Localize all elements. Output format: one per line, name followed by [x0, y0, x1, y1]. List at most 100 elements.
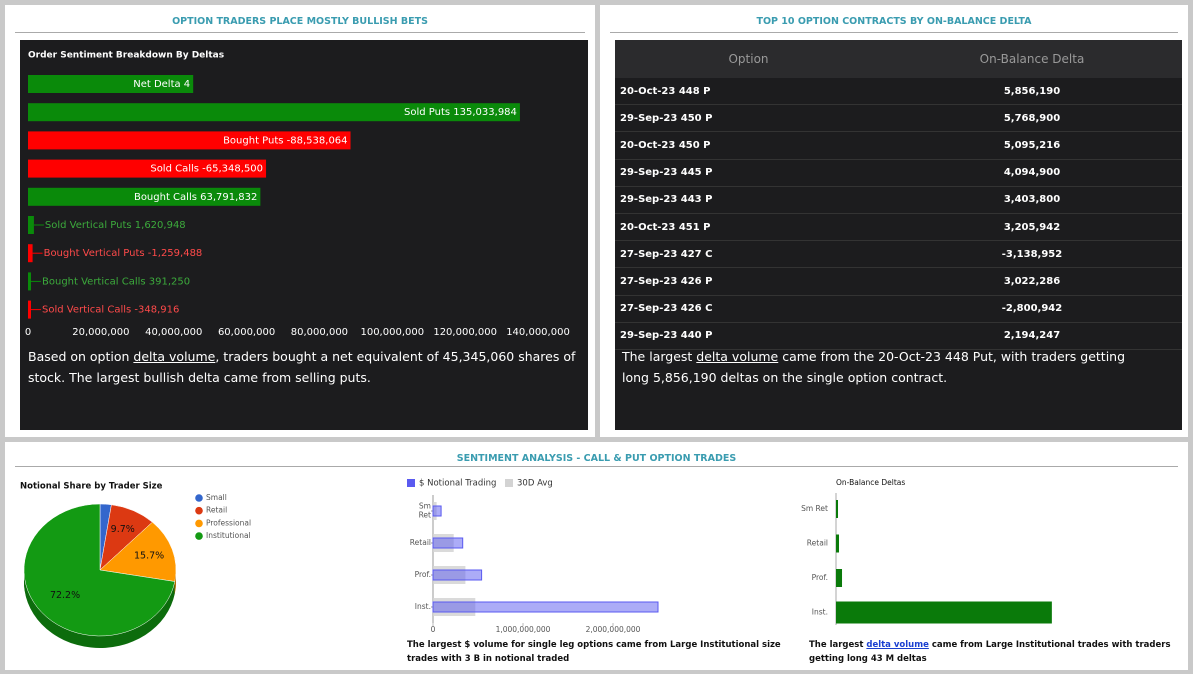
- panel: SENTIMENT ANALYSIS - CALL & PUT OPTION T…: [5, 442, 1188, 670]
- table-row: 20-Oct-23 450 P 5,095,216: [615, 131, 1182, 160]
- bar: [432, 537, 464, 549]
- y-tick-label: Inst.: [415, 602, 431, 611]
- pie-slice: [99, 521, 177, 582]
- table-cell: 27-Sep-23 427 C: [615, 240, 882, 269]
- bar: [28, 187, 261, 206]
- data-label: 72.2%: [50, 590, 80, 601]
- column-header: Option: [615, 40, 882, 78]
- table-cell: 29-Sep-23 450 P: [615, 104, 882, 133]
- table-cell: -3,138,952: [882, 240, 1182, 269]
- data-label: 15.7%: [134, 550, 164, 561]
- legend-label: 30D Avg: [517, 479, 553, 489]
- bar: [28, 103, 520, 122]
- x-tick-label: 140,000,000: [506, 327, 570, 338]
- legend-swatch: [505, 479, 513, 487]
- rule: [15, 32, 585, 33]
- legend-label: Small: [206, 493, 227, 502]
- y-tick-label: Sm Ret: [419, 502, 431, 520]
- bar-label: Bought Vertical Puts -1,259,488: [44, 248, 203, 259]
- bar: [28, 244, 33, 263]
- panel-title: SENTIMENT ANALYSIS - CALL & PUT OPTION T…: [456, 453, 737, 464]
- table-cell: 27-Sep-23 426 C: [615, 295, 882, 323]
- y-tick-label: Inst.: [812, 608, 828, 617]
- table-cell: 3,022,286: [882, 267, 1182, 296]
- legend-swatch: [195, 506, 203, 515]
- y-tick-label: Retail: [807, 539, 828, 548]
- table-cell: 4,094,900: [882, 159, 1182, 187]
- x-tick-label: 20,000,000: [72, 327, 129, 338]
- table-cell: 2,194,247: [882, 322, 1182, 350]
- link[interactable]: delta volume: [696, 349, 779, 364]
- table-cell: 5,856,190: [882, 78, 1182, 106]
- bar: [28, 75, 194, 93]
- table-cell: 29-Sep-23 443 P: [615, 186, 882, 214]
- bar: [28, 300, 31, 319]
- text: , traders bought a net equivalent of 45,…: [28, 349, 576, 385]
- bar: [432, 569, 483, 581]
- legend-swatch: [195, 532, 203, 540]
- table-cell: 29-Sep-23 440 P: [615, 322, 882, 350]
- bar-label: Net Delta 4: [133, 79, 190, 90]
- bar: [432, 601, 659, 613]
- table-row: 29-Sep-23 445 P 4,094,900: [615, 159, 1182, 187]
- table-cell: -2,800,942: [882, 295, 1182, 323]
- data-label: 9.7%: [111, 524, 135, 535]
- x-tick-label: 120,000,000: [433, 327, 497, 338]
- text: came from the 20-Oct-23 448 Put, with tr…: [622, 349, 1126, 385]
- bar-label: Sold Puts 135,033,984: [404, 107, 517, 118]
- bar-label: Sold Vertical Puts 1,620,948: [45, 220, 186, 231]
- caption: The largest $ volume for single leg opti…: [407, 640, 781, 664]
- bar: [28, 272, 31, 291]
- chart-title: Order Sentiment Breakdown By Deltas: [28, 51, 224, 61]
- x-tick-label: 2,000,000,000: [586, 625, 641, 634]
- table-cell: 20-Oct-23 448 P: [615, 78, 882, 106]
- table-cell: 27-Sep-23 426 P: [615, 267, 882, 296]
- link[interactable]: delta volume: [866, 640, 929, 650]
- x-tick-label: 1,000,000,000: [496, 625, 551, 634]
- bar-label: Bought Vertical Calls 391,250: [42, 276, 190, 287]
- legend-swatch: [195, 519, 203, 528]
- text: The largest: [622, 349, 697, 364]
- table-cell: 5,095,216: [882, 131, 1182, 160]
- y-tick-label: Retail: [410, 538, 431, 547]
- x-tick-label: 60,000,000: [218, 327, 275, 338]
- table-row: 27-Sep-23 426 C -2,800,942: [615, 295, 1182, 323]
- bar-label: Sold Vertical Calls -348,916: [42, 305, 179, 316]
- summary: The largest delta volume came from the 2…: [622, 346, 1152, 388]
- rule: [15, 466, 1178, 467]
- table-cell: 3,403,800: [882, 186, 1182, 214]
- caption: The largest delta volume came from Large…: [809, 638, 1181, 666]
- text: The largest: [809, 640, 867, 650]
- x-tick-label: 0: [431, 625, 436, 634]
- bar: [836, 569, 843, 587]
- summary: Based on option delta volume, traders bo…: [28, 346, 584, 388]
- table-cell: 29-Sep-23 445 P: [615, 159, 882, 187]
- y-tick-label: Prof.: [415, 570, 431, 579]
- bar: [28, 216, 34, 234]
- y-tick-label: Sm Ret: [801, 504, 828, 513]
- bar: [836, 500, 839, 518]
- bar-label: Bought Puts -88,538,064: [223, 135, 347, 146]
- table-cell: 20-Oct-23 451 P: [615, 213, 882, 242]
- bar-label: Bought Calls 63,791,832: [134, 192, 257, 203]
- legend-label: Retail: [206, 506, 227, 515]
- column-header: On-Balance Delta: [882, 40, 1182, 78]
- table-row: 27-Sep-23 426 P 3,022,286: [615, 267, 1182, 296]
- legend-swatch: [195, 494, 203, 502]
- x-tick-label: 100,000,000: [360, 327, 424, 338]
- table-row: 20-Oct-23 448 P 5,856,190: [615, 78, 1182, 106]
- legend-label: Professional: [206, 518, 251, 527]
- panel-title: TOP 10 OPTION CONTRACTS BY ON-BALANCE DE…: [756, 16, 1032, 27]
- bar: [836, 601, 1052, 624]
- table-cell: 5,768,900: [882, 104, 1182, 133]
- pie-slice: [23, 503, 176, 637]
- bar: [836, 534, 840, 553]
- y-tick-label: Prof.: [812, 573, 828, 582]
- table-row: 27-Sep-23 427 C -3,138,952: [615, 240, 1182, 269]
- bar: [28, 131, 351, 150]
- link[interactable]: delta volume: [133, 349, 216, 364]
- table-row: 29-Sep-23 440 P 2,194,247: [615, 322, 1182, 350]
